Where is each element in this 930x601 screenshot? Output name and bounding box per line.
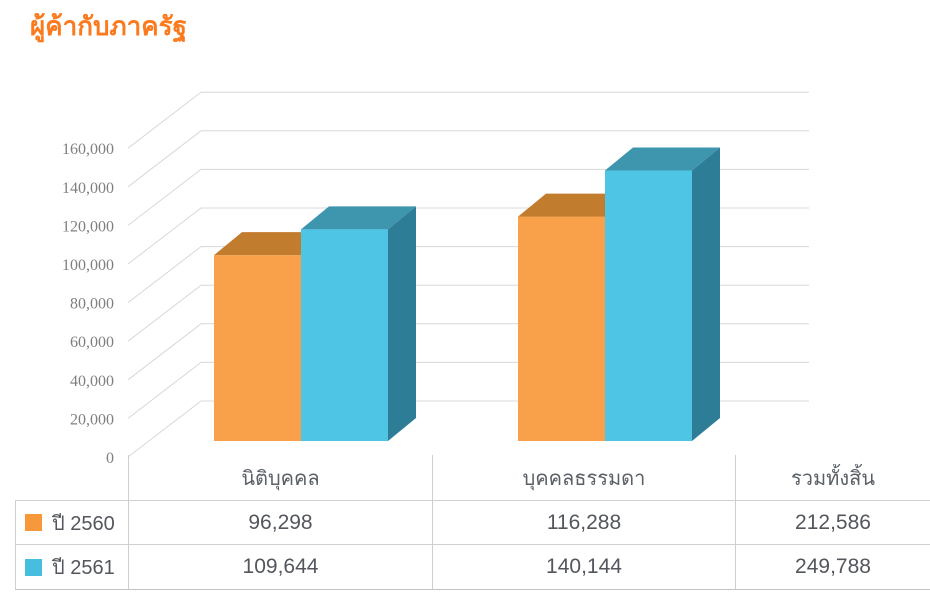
bar-front-series2-cat1	[301, 229, 388, 441]
y-tick-label-60000: 60,000	[70, 334, 114, 351]
gridline-160000	[127, 91, 809, 149]
gridline-140000	[127, 130, 809, 188]
y-tick-label-140000: 140,000	[62, 180, 114, 197]
gridline-120000	[127, 168, 809, 226]
value-cell-2561-col1: 109,644	[128, 544, 432, 589]
value-cell-2560-col2: 116,288	[432, 500, 735, 544]
value-cell-2560-col1: 96,298	[128, 500, 432, 544]
y-tick-label-40000: 40,000	[70, 373, 114, 390]
y-tick-label-80000: 80,000	[70, 296, 114, 313]
bar-front-series1-cat2	[518, 216, 605, 441]
legend-label-2561: ปี 2561	[52, 557, 115, 579]
legend-cell-2561: ปี 2561	[15, 544, 128, 589]
legend-swatch-2560	[25, 514, 42, 531]
table-header-col-2: บุคคลธรรมดา	[432, 455, 735, 500]
bar-front-series2-cat2	[605, 170, 692, 441]
bar-front-series1-cat1	[214, 255, 301, 441]
y-tick-label-100000: 100,000	[62, 257, 114, 274]
y-tick-label-120000: 120,000	[62, 218, 114, 235]
y-tick-label-0: 0	[106, 450, 114, 467]
chart-title: ผู้ค้ากับภาครัฐ	[30, 11, 187, 41]
table-header-col-1: นิติบุคคล	[128, 455, 432, 500]
legend-label-2560: ปี 2560	[52, 512, 115, 535]
value-cell-2561-col2: 140,144	[432, 544, 735, 589]
y-tick-label-160000: 160,000	[62, 141, 114, 158]
bar-top-series2-cat1	[301, 206, 416, 230]
table-header-col-3: รวมทั้งสิ้น	[735, 455, 930, 500]
value-cell-2561-total: 249,788	[735, 544, 930, 589]
bar-side-series2-cat1	[388, 206, 416, 441]
bar-top-series2-cat2	[605, 147, 720, 171]
y-tick-label-20000: 20,000	[70, 411, 114, 428]
bar-top-series1-cat2	[518, 193, 633, 217]
bar-top-series1-cat1	[214, 232, 329, 256]
value-cell-2560-total: 212,586	[735, 500, 930, 544]
legend-cell-2560: ปี 2560	[15, 500, 128, 544]
table-bottom-border	[15, 589, 930, 590]
legend-swatch-2561	[25, 558, 42, 576]
bar-side-series2-cat2	[692, 147, 720, 441]
